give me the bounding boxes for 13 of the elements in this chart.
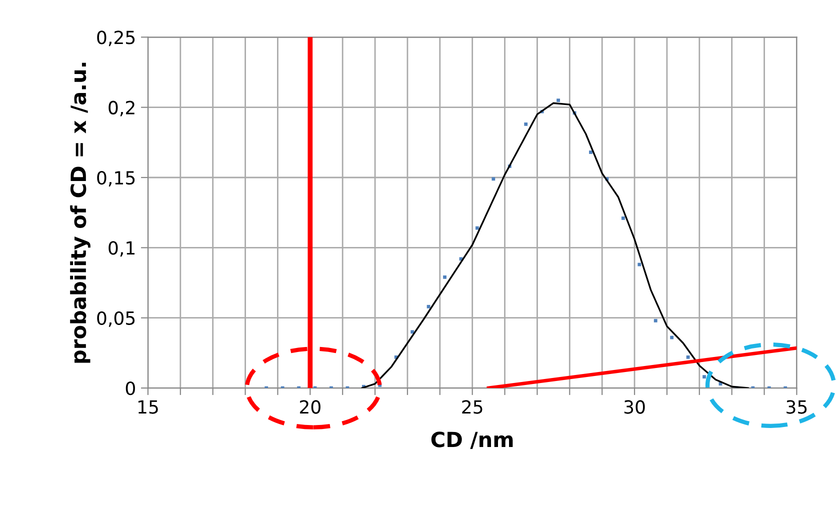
x-axis-title: CD /nm [431,432,513,449]
y-tick-label: 0 [126,381,135,396]
y-tick-label: 0,05 [97,311,135,327]
y-tick-label: 0,1 [108,241,134,257]
x-tick-label: 35 [786,400,807,414]
x-tick-label: 15 [138,400,158,414]
x-tick-label: 30 [624,400,645,414]
y-axis-title: probability of CD = x /a.u. [70,62,90,363]
y-tick-label: 0,2 [108,100,134,116]
y-tick-label: 0,15 [97,170,135,186]
y-tick-label: 0,25 [97,30,135,46]
x-tick-label: 20 [300,400,320,414]
x-tick-label: 25 [462,400,482,414]
